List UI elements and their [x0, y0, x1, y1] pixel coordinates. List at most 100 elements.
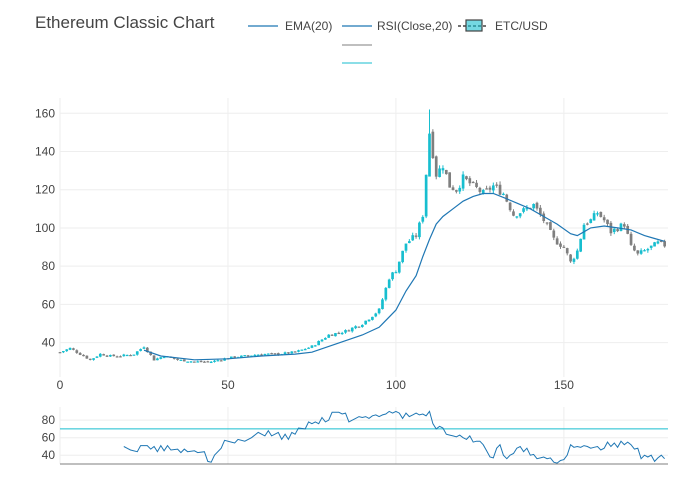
candle-body: [475, 182, 478, 188]
candle-body: [649, 245, 653, 248]
candle-body: [606, 219, 609, 225]
rsi-y-tick-label: 60: [42, 431, 56, 445]
candle-body: [72, 348, 75, 350]
candle-body: [451, 187, 455, 191]
candle-body: [260, 354, 263, 356]
candle-body: [324, 337, 327, 340]
ema-line[interactable]: [143, 192, 665, 361]
candle-body: [310, 345, 314, 348]
candle-body: [434, 156, 438, 177]
candle-body: [62, 351, 65, 353]
candle-body: [371, 316, 374, 320]
candle-body: [58, 352, 62, 354]
candle-body: [256, 354, 260, 356]
candle-body: [659, 240, 663, 242]
candle-body: [149, 351, 153, 355]
candle-body: [471, 181, 475, 184]
candle-body: [125, 354, 129, 357]
candle-body: [559, 243, 562, 247]
y-tick-label: 80: [42, 259, 56, 273]
candle-body: [293, 351, 297, 353]
legend-label-ema[interactable]: EMA(20): [285, 19, 332, 33]
candle-body: [270, 353, 273, 355]
candle-body: [555, 238, 559, 245]
candle-body: [334, 333, 337, 337]
legend-label-ohlc[interactable]: ETC/USD: [495, 19, 548, 33]
candle-body: [263, 353, 267, 356]
candle-body: [636, 250, 640, 254]
legend[interactable]: EMA(20) RSI(Close,20) ETC/USD: [248, 19, 548, 64]
candle-body: [92, 358, 95, 360]
candle-body: [250, 355, 253, 357]
candlestick-series[interactable]: [58, 109, 666, 364]
y-tick-label: 140: [35, 145, 55, 159]
rsi-line[interactable]: [123, 410, 665, 464]
candle-body: [656, 241, 660, 244]
x-tick-label: 150: [554, 378, 574, 392]
candle-body: [609, 222, 613, 234]
candle-body: [219, 360, 223, 362]
candle-body: [579, 238, 583, 252]
y-tick-label: 60: [42, 297, 56, 311]
candle-body: [542, 213, 546, 222]
x-tick-label: 50: [221, 378, 235, 392]
candle-body: [189, 361, 193, 363]
candle-body: [367, 319, 371, 322]
candle-body: [193, 361, 196, 363]
candle-body: [78, 352, 82, 355]
candle-body: [340, 332, 344, 335]
candle-body: [159, 357, 163, 359]
candle-body: [65, 349, 69, 352]
candle-body: [68, 347, 72, 350]
candle-body: [495, 184, 499, 186]
candle-body: [485, 188, 488, 190]
candle-body: [344, 330, 347, 333]
candle-body: [428, 133, 431, 177]
y-tick-label: 120: [35, 183, 55, 197]
candle-body: [431, 131, 435, 159]
candle-body: [139, 349, 142, 351]
chart-title: Ethereum Classic Chart: [35, 13, 215, 32]
candle-body: [186, 361, 189, 363]
candle-body: [535, 202, 539, 209]
candle-body: [313, 345, 317, 347]
candle-body: [179, 359, 183, 361]
candle-body: [612, 228, 616, 233]
legend-swatch-ohlc: [465, 19, 483, 32]
candle-body: [441, 168, 445, 171]
candle-body: [300, 349, 304, 351]
candle-body: [145, 347, 149, 353]
candle-body: [109, 354, 112, 357]
candle-body: [377, 308, 381, 314]
candle-body: [196, 361, 200, 363]
candle-body: [391, 272, 394, 280]
candle-body: [246, 355, 250, 357]
candle-body: [88, 358, 92, 360]
candle-body: [347, 330, 351, 332]
candle-body: [290, 351, 294, 354]
candle-body: [522, 208, 525, 212]
rsi-y-axis: 40 60 80: [42, 413, 56, 462]
candle-body: [253, 354, 257, 357]
candle-body: [360, 324, 364, 327]
candle-body: [545, 222, 549, 224]
candle-body: [586, 223, 589, 225]
candle-body: [465, 176, 468, 180]
candle-body: [317, 340, 320, 346]
candle-body: [350, 327, 354, 332]
candle-body: [592, 213, 596, 221]
candle-body: [85, 355, 89, 359]
legend-label-rsi[interactable]: RSI(Close,20): [377, 19, 452, 33]
candle-body: [401, 250, 404, 263]
candle-body: [199, 360, 203, 363]
candle-body: [461, 174, 465, 189]
candle-body: [266, 353, 270, 355]
candle-body: [572, 258, 576, 262]
candle-body: [216, 360, 220, 362]
candle-body: [502, 193, 505, 195]
candle-body: [233, 356, 237, 358]
candle-body: [95, 356, 99, 358]
candle-body: [414, 235, 418, 237]
candle-body: [646, 249, 650, 251]
